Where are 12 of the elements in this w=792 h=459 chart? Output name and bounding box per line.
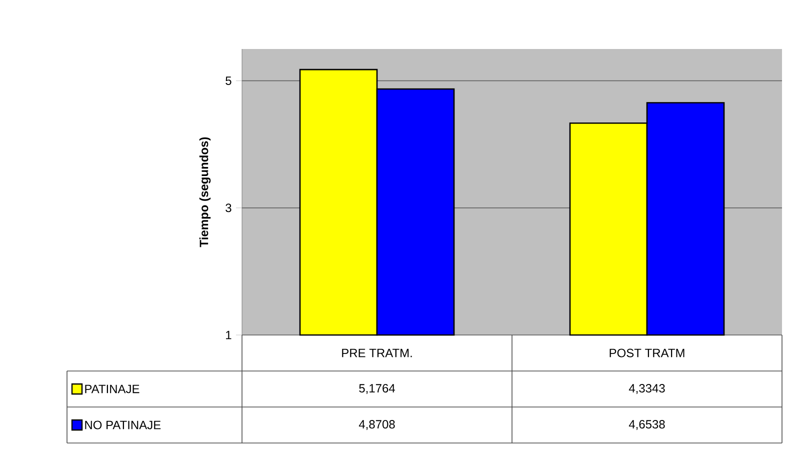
x-tick-label: POST TRATM: [610, 348, 684, 358]
data-label: 5,1764: [359, 384, 395, 394]
y-tick-label: 5: [226, 76, 232, 85]
x-tick-label: PRE TRATM.: [342, 348, 412, 358]
legend-label: PATINAJE: [85, 384, 140, 394]
y-axis-title: Tiempo (segundos): [199, 137, 211, 248]
data-label: 4,8708: [358, 420, 395, 430]
y-tick-label: 1: [226, 330, 232, 340]
data-label: 4,6538: [628, 420, 665, 430]
y-tick-label: 3: [226, 204, 232, 212]
data-label: 4,3343: [628, 384, 665, 394]
legend-label: NO PATINAJE: [85, 420, 161, 430]
